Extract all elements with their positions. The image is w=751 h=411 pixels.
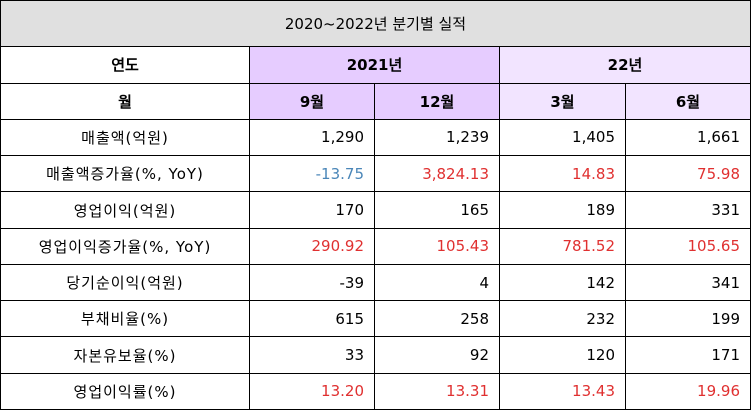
- row-label: 영업이익증가율(%, YoY): [0, 227, 250, 265]
- value-cell: 1,290: [249, 118, 375, 157]
- value-cell: 189: [499, 191, 626, 229]
- year-label: 연도: [0, 46, 250, 84]
- value-cell: 92: [374, 336, 500, 374]
- value-cell: 120: [499, 336, 626, 374]
- value-cell: 232: [499, 300, 626, 338]
- value-cell: 171: [625, 336, 751, 374]
- value-cell: 105.43: [374, 227, 500, 265]
- table-row: 부채비율(%) 615 258 232 199: [0, 300, 751, 338]
- row-label: 자본유보율(%): [0, 336, 250, 374]
- table-row: 영업이익(억원) 170 165 189 331: [0, 191, 751, 229]
- value-cell: 13.31: [374, 372, 500, 411]
- value-cell: -13.75: [249, 155, 375, 193]
- value-cell: 1,239: [374, 118, 500, 157]
- table-row: 자본유보율(%) 33 92 120 171: [0, 336, 751, 374]
- row-label: 매출액(억원): [0, 118, 250, 157]
- value-cell: 142: [499, 263, 626, 302]
- value-cell: 341: [625, 263, 751, 302]
- month-header: 9월: [249, 82, 375, 120]
- value-cell: 615: [249, 300, 375, 338]
- value-cell: 75.98: [625, 155, 751, 193]
- value-cell: 290.92: [249, 227, 375, 265]
- value-cell: 14.83: [499, 155, 626, 193]
- month-header: 3월: [499, 82, 626, 120]
- value-cell: 13.20: [249, 372, 375, 411]
- month-label: 월: [0, 82, 250, 120]
- value-cell: 4: [374, 263, 500, 302]
- table-title: 2020~2022년 분기별 실적: [0, 0, 751, 48]
- value-cell: 13.43: [499, 372, 626, 411]
- value-cell: 1,405: [499, 118, 626, 157]
- value-cell: 199: [625, 300, 751, 338]
- value-cell: 331: [625, 191, 751, 229]
- row-label: 영업이익(억원): [0, 191, 250, 229]
- value-cell: 33: [249, 336, 375, 374]
- value-cell: 781.52: [499, 227, 626, 265]
- table-row: 영업이익률(%) 13.20 13.31 13.43 19.96: [0, 372, 751, 411]
- value-cell: 1,661: [625, 118, 751, 157]
- title-row: 2020~2022년 분기별 실적: [0, 0, 751, 48]
- table-row: 매출액(억원) 1,290 1,239 1,405 1,661: [0, 118, 751, 157]
- row-label: 부채비율(%): [0, 300, 250, 338]
- row-label: 매출액증가율(%, YoY): [0, 155, 250, 193]
- value-cell: 165: [374, 191, 500, 229]
- value-cell: 105.65: [625, 227, 751, 265]
- year-header-row: 연도 2021년 22년: [0, 46, 751, 84]
- table-row: 매출액증가율(%, YoY) -13.75 3,824.13 14.83 75.98: [0, 155, 751, 193]
- month-header: 6월: [625, 82, 751, 120]
- month-header-row: 월 9월 12월 3월 6월: [0, 82, 751, 120]
- value-cell: 19.96: [625, 372, 751, 411]
- value-cell: 258: [374, 300, 500, 338]
- table-row: 영업이익증가율(%, YoY) 290.92 105.43 781.52 105.65: [0, 227, 751, 265]
- month-header: 12월: [374, 82, 500, 120]
- row-label: 영업이익률(%): [0, 372, 250, 411]
- value-cell: 170: [249, 191, 375, 229]
- year-22-header: 22년: [499, 46, 751, 84]
- table-body: 매출액(억원) 1,290 1,239 1,405 1,661 매출액증가율(%, YoY…: [0, 118, 751, 411]
- value-cell: 3,824.13: [374, 155, 500, 193]
- year-2021-header: 2021년: [249, 46, 500, 84]
- value-cell: -39: [249, 263, 375, 302]
- row-label: 당기순이익(억원): [0, 263, 250, 302]
- table-row: 당기순이익(억원) -39 4 142 341: [0, 263, 751, 302]
